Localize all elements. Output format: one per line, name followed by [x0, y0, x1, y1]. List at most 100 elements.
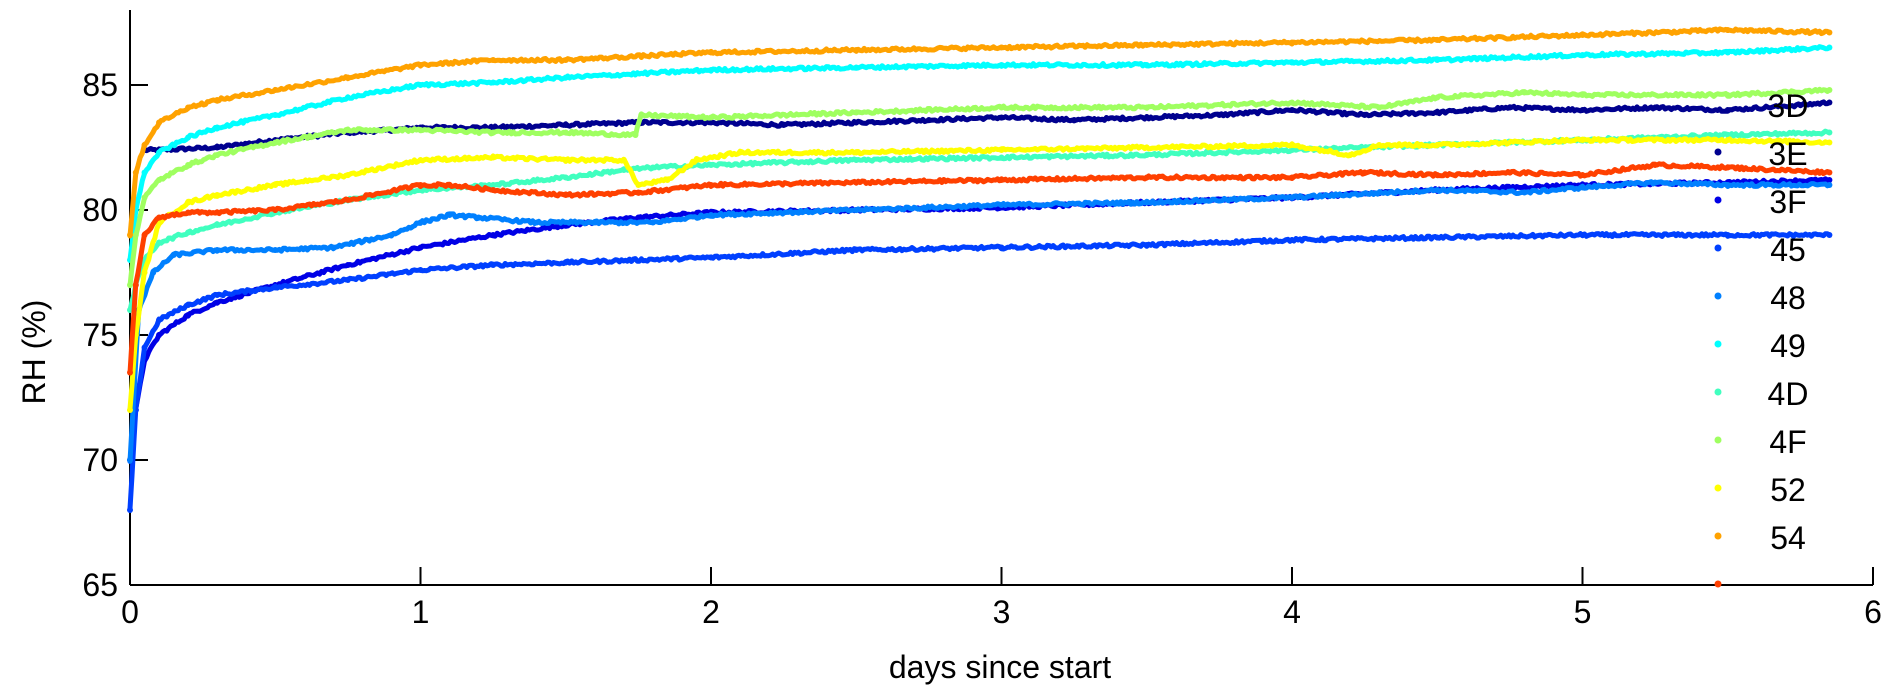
series-trace-54 — [127, 161, 1832, 376]
data-point — [925, 117, 932, 123]
data-point — [272, 247, 279, 253]
data-point — [1434, 234, 1441, 241]
data-point — [635, 189, 642, 196]
series-trace-48 — [127, 44, 1832, 263]
x-tick-label: 4 — [1283, 594, 1301, 630]
series-52 — [127, 26, 1833, 239]
data-point — [1376, 142, 1383, 148]
data-point — [1826, 44, 1833, 51]
data-point — [272, 182, 279, 188]
data-point — [132, 169, 139, 176]
data-point — [649, 219, 656, 226]
data-point — [214, 209, 221, 216]
data-point — [1579, 52, 1586, 58]
data-point — [998, 44, 1005, 51]
data-point — [1289, 107, 1295, 113]
data-point — [708, 49, 714, 56]
legend-item-4D: 4D — [1714, 376, 1808, 444]
data-point — [1724, 92, 1731, 98]
y-tick-label: 75 — [82, 317, 118, 353]
data-point — [1826, 99, 1833, 106]
data-point — [1797, 102, 1804, 108]
series-48 — [127, 44, 1833, 263]
legend-item-3D: 3D — [1714, 88, 1809, 156]
data-point — [156, 317, 163, 323]
legend-marker — [1714, 148, 1722, 156]
legend-group: 3D 3E 3F 45 48 49 4D 4F 52 54 — [1714, 88, 1809, 588]
x-tick-label: 6 — [1864, 594, 1882, 630]
data-point — [635, 182, 642, 188]
data-point — [1143, 174, 1150, 181]
series-3E — [127, 176, 1833, 464]
data-point — [446, 182, 453, 188]
data-point — [737, 149, 744, 156]
y-tick-label: 65 — [82, 567, 118, 603]
data-point — [330, 244, 337, 251]
data-point — [272, 112, 279, 118]
series-trace-3E — [127, 176, 1832, 464]
data-point — [1652, 179, 1659, 186]
data-point — [1579, 232, 1586, 238]
data-point — [853, 109, 860, 116]
data-point — [1143, 42, 1150, 48]
series-4F — [127, 136, 1833, 413]
series-54 — [127, 161, 1833, 376]
legend-marker — [1714, 436, 1722, 444]
data-point — [156, 149, 163, 156]
data-point — [141, 269, 148, 276]
x-tick-label: 3 — [993, 594, 1011, 630]
data-point — [156, 214, 163, 221]
data-point — [562, 122, 569, 128]
data-point — [1521, 89, 1528, 96]
data-point — [1579, 107, 1586, 113]
data-point — [562, 259, 569, 266]
data-point — [1579, 184, 1586, 191]
data-point — [1826, 169, 1833, 176]
data-point — [635, 214, 642, 221]
data-point — [853, 47, 860, 53]
data-point — [1071, 117, 1078, 123]
data-point — [141, 194, 148, 201]
data-point — [1289, 59, 1295, 66]
data-point — [1289, 99, 1295, 106]
data-point — [141, 344, 148, 351]
series-trace-52 — [127, 26, 1832, 239]
legend-marker — [1714, 388, 1722, 396]
y-axis-title: RH (%) — [16, 300, 52, 405]
data-point — [490, 124, 497, 131]
data-point — [417, 244, 424, 251]
data-point — [853, 207, 860, 213]
data-point — [344, 172, 351, 178]
data-point — [417, 182, 424, 188]
data-point — [562, 174, 569, 181]
data-point — [1434, 187, 1441, 193]
legend-marker — [1714, 196, 1722, 204]
data-point — [1724, 182, 1731, 188]
data-point — [490, 154, 497, 161]
data-point — [272, 207, 279, 213]
x-tick-label: 0 — [121, 594, 139, 630]
series-group — [127, 26, 1833, 513]
data-point — [214, 292, 221, 298]
data-point — [1289, 39, 1295, 46]
data-point — [127, 282, 133, 288]
legend-label: 3D — [1768, 88, 1809, 124]
data-point — [708, 162, 714, 168]
data-point — [1143, 242, 1150, 248]
series-49 — [127, 128, 1833, 313]
data-point — [127, 507, 133, 513]
data-point — [1376, 104, 1383, 111]
data-point — [1652, 162, 1659, 168]
data-point — [1143, 152, 1150, 158]
data-point — [632, 132, 639, 138]
data-point — [214, 247, 221, 253]
data-point — [1826, 182, 1833, 188]
y-tick-label: 80 — [82, 192, 118, 228]
data-point — [853, 64, 860, 71]
data-point — [1289, 194, 1295, 201]
data-point — [1143, 104, 1150, 111]
data-point — [185, 209, 192, 216]
data-point — [214, 192, 221, 198]
data-point — [998, 147, 1005, 153]
